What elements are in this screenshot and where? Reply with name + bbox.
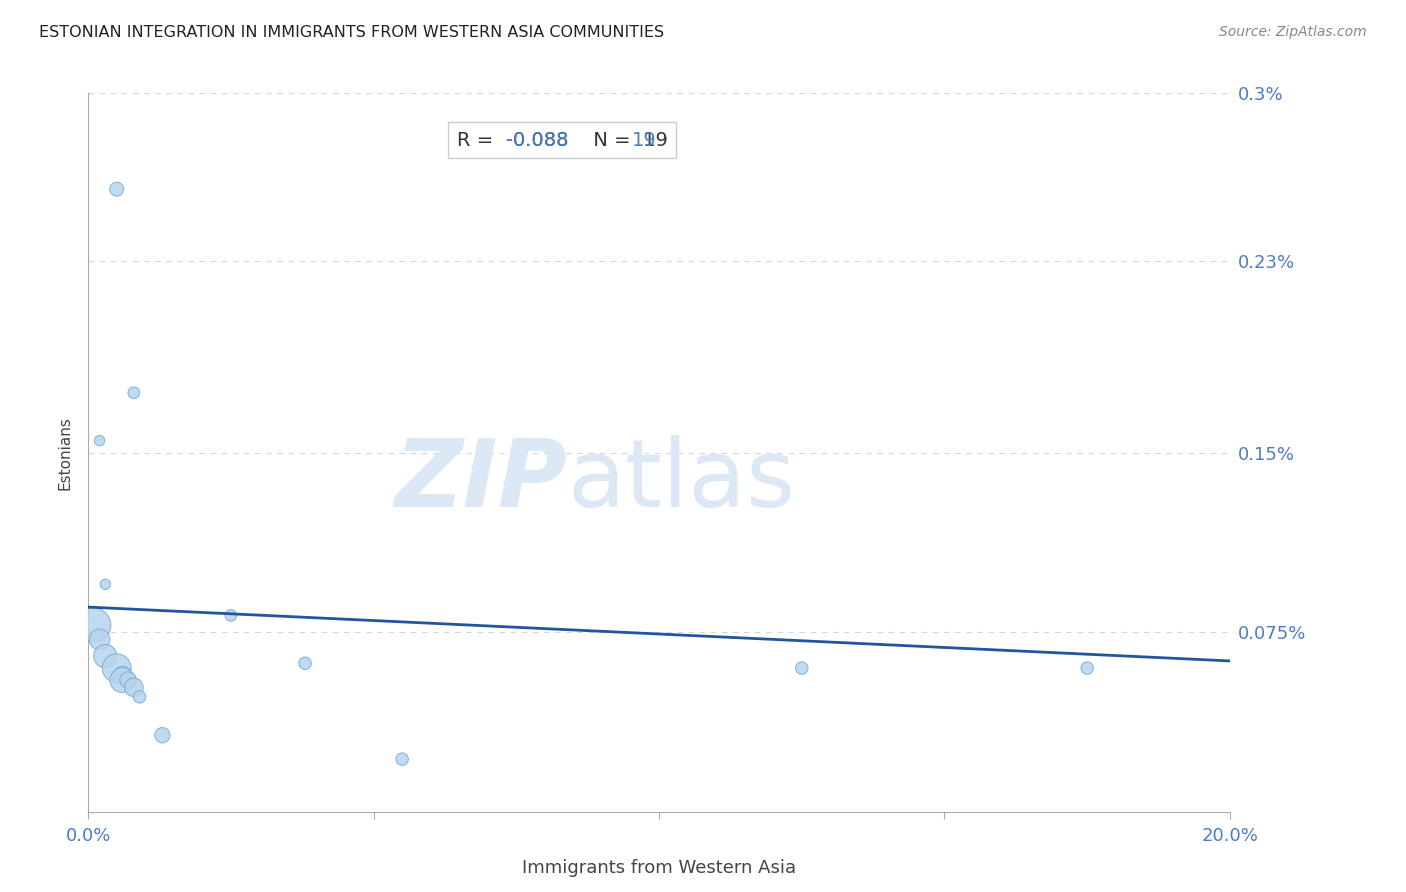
Text: ZIP: ZIP — [395, 435, 568, 527]
Point — [89, 434, 111, 448]
Point — [128, 690, 150, 704]
Point — [790, 661, 813, 675]
Point — [294, 657, 316, 671]
Point — [150, 728, 173, 742]
Text: 19: 19 — [631, 130, 657, 150]
Text: R =  -0.088    N =  19: R = -0.088 N = 19 — [457, 130, 668, 150]
Point — [105, 182, 128, 196]
Y-axis label: Estonians: Estonians — [58, 416, 72, 490]
Point — [117, 673, 139, 687]
Point — [1076, 661, 1098, 675]
Point — [83, 618, 105, 632]
Point — [94, 577, 117, 591]
Text: -0.088: -0.088 — [506, 130, 568, 150]
Point — [122, 385, 145, 400]
Point — [94, 649, 117, 664]
Point — [391, 752, 413, 766]
Point — [105, 661, 128, 675]
Text: atlas: atlas — [568, 435, 796, 527]
X-axis label: Immigrants from Western Asia: Immigrants from Western Asia — [522, 859, 796, 877]
Text: ESTONIAN INTEGRATION IN IMMIGRANTS FROM WESTERN ASIA COMMUNITIES: ESTONIAN INTEGRATION IN IMMIGRANTS FROM … — [39, 25, 665, 40]
Point — [89, 632, 111, 647]
Text: Source: ZipAtlas.com: Source: ZipAtlas.com — [1219, 25, 1367, 39]
Point — [111, 673, 134, 687]
Point — [219, 608, 242, 623]
Point — [111, 668, 134, 682]
Point — [122, 681, 145, 695]
